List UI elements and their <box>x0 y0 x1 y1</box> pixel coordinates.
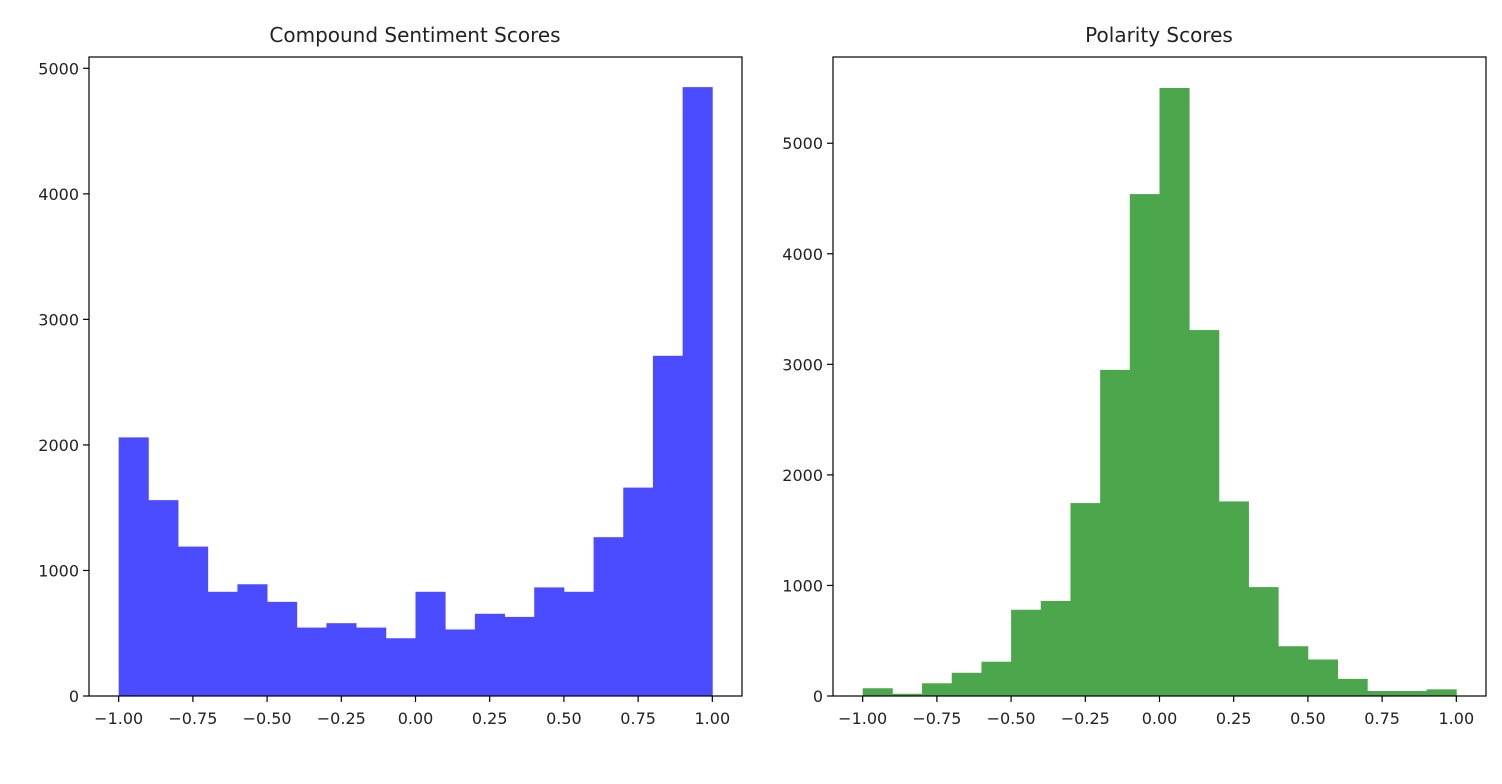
histogram-bar <box>1129 194 1160 697</box>
histogram-bar <box>1367 691 1398 696</box>
histogram-bar <box>1040 600 1071 696</box>
x-tick-label: −0.25 <box>1061 709 1110 728</box>
x-tick-label: −0.25 <box>317 709 366 728</box>
histogram-bar <box>148 500 179 696</box>
chart-title: Polarity Scores <box>1085 23 1233 47</box>
histogram-bar <box>415 591 446 696</box>
histogram-bar <box>1159 87 1190 696</box>
y-tick-label: 2000 <box>38 436 79 455</box>
histogram-bar <box>296 627 327 696</box>
histogram-bar <box>652 355 684 696</box>
x-tick-label: 1.00 <box>1439 709 1475 728</box>
histogram-bar <box>385 638 416 696</box>
histogram-bar <box>1011 609 1042 696</box>
x-tick-label: 0.00 <box>398 709 434 728</box>
histogram-bar <box>1278 646 1309 696</box>
y-tick-label: 3000 <box>38 310 79 329</box>
x-tick-label: 1.00 <box>695 709 731 728</box>
histogram-bar <box>862 688 893 696</box>
axes-frame <box>88 56 743 697</box>
histogram-bar <box>445 629 476 696</box>
compound-sentiment-histogram: Compound Sentiment Scores 0 1000 2000 3000 4… <box>38 23 743 728</box>
x-tick-label: 0.50 <box>546 709 582 728</box>
histogram-bar <box>267 601 298 696</box>
x-tick-label: 0.50 <box>1290 709 1326 728</box>
x-tick-label: 0.25 <box>472 709 508 728</box>
histogram-bar <box>1189 330 1220 696</box>
x-tick-label: −0.75 <box>912 709 961 728</box>
histogram-bar <box>474 613 505 696</box>
histogram-bar <box>563 591 594 696</box>
x-tick-label: −1.00 <box>94 709 143 728</box>
histogram-bar <box>1070 503 1101 696</box>
x-tick-label: 0.75 <box>620 709 656 728</box>
histogram-bar <box>326 623 357 696</box>
histogram-bar <box>356 627 387 696</box>
histogram-bar <box>1100 369 1131 696</box>
histogram-bar <box>504 616 535 696</box>
x-tick-label: 0.75 <box>1364 709 1400 728</box>
histogram-bar <box>118 437 149 696</box>
y-tick-label: 3000 <box>782 355 823 374</box>
histogram-bar <box>1218 501 1249 696</box>
histogram-bar <box>1337 678 1368 696</box>
y-axis: 0 1000 2000 3000 4000 5000 <box>38 59 89 706</box>
y-tick-label: 0 <box>69 687 79 706</box>
y-tick-label: 5000 <box>782 134 823 153</box>
histogram-bar <box>1396 691 1428 696</box>
y-tick-label: 4000 <box>782 245 823 264</box>
y-tick-label: 1000 <box>782 576 823 595</box>
x-axis: −1.00 −0.75 −0.50 −0.25 0.00 0.25 0.50 0.75 1.00 <box>94 696 730 728</box>
histogram-bar <box>207 591 238 696</box>
bars-group <box>118 87 713 697</box>
chart-title: Compound Sentiment Scores <box>269 23 560 47</box>
y-tick-label: 5000 <box>38 59 79 78</box>
histogram-bar <box>682 87 713 697</box>
bars-group <box>862 87 1457 697</box>
histogram-bar <box>1426 689 1457 696</box>
x-axis: −1.00 −0.75 −0.50 −0.25 0.00 0.25 0.50 0.75 1.00 <box>838 696 1474 728</box>
histogram-bar <box>892 693 923 696</box>
y-tick-label: 1000 <box>38 561 79 580</box>
histogram-bar <box>237 584 268 696</box>
y-tick-label: 4000 <box>38 185 79 204</box>
x-tick-label: 0.25 <box>1216 709 1252 728</box>
x-tick-label: −1.00 <box>838 709 887 728</box>
histogram-bar <box>1307 659 1338 696</box>
y-axis: 0 1000 2000 3000 4000 5000 <box>782 134 833 706</box>
histogram-bar <box>951 672 982 696</box>
histogram-bar <box>922 683 953 696</box>
polarity-histogram: Polarity Scores 0 1000 2000 3000 4000 5000 −1… <box>782 23 1487 728</box>
x-tick-label: 0.00 <box>1142 709 1178 728</box>
y-tick-label: 2000 <box>782 466 823 485</box>
histogram-bar <box>623 487 654 696</box>
histogram-bar <box>981 661 1012 696</box>
histogram-bar <box>593 537 624 696</box>
histogram-bar <box>178 546 209 696</box>
axes-frame <box>832 56 1487 697</box>
x-tick-label: −0.50 <box>243 709 292 728</box>
x-tick-label: −0.50 <box>987 709 1036 728</box>
x-tick-label: −0.75 <box>168 709 217 728</box>
histogram-bar <box>534 587 565 696</box>
y-tick-label: 0 <box>813 687 823 706</box>
histogram-bar <box>1248 587 1279 696</box>
